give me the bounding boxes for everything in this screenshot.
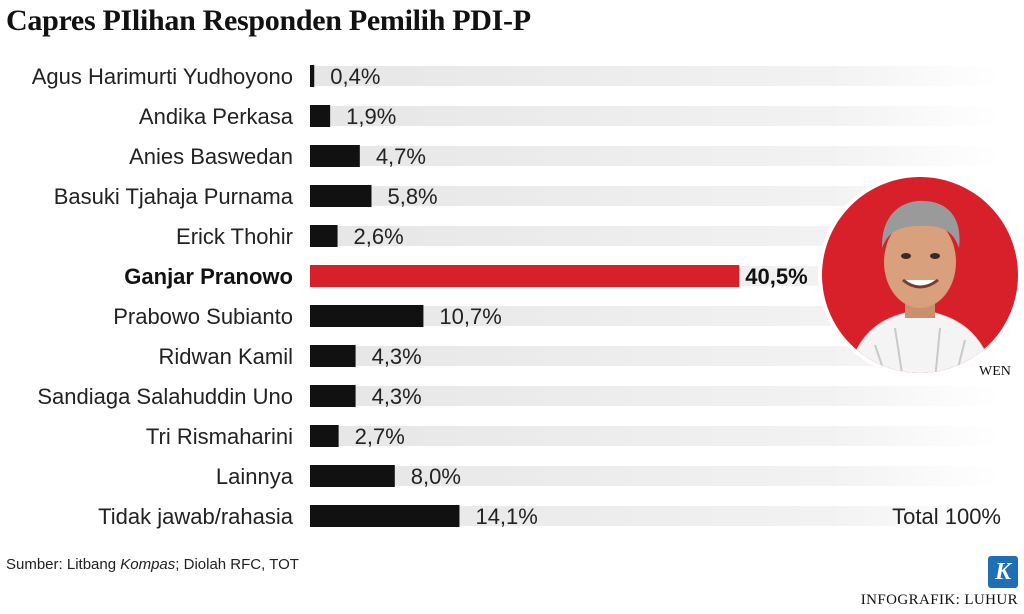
value-label: 40,5% xyxy=(745,264,807,289)
category-label: Anies Baswedan xyxy=(129,144,293,169)
value-label: 8,0% xyxy=(411,464,461,489)
kompas-logo-icon: K xyxy=(988,556,1018,588)
source-publication: Kompas xyxy=(120,556,176,573)
value-label: 4,7% xyxy=(376,144,426,169)
bar-highlight xyxy=(310,265,740,287)
bar-track xyxy=(310,386,1000,406)
category-label: Sandiaga Salahuddin Uno xyxy=(37,384,293,409)
category-label: Prabowo Subianto xyxy=(113,304,293,329)
bar xyxy=(310,345,356,367)
bar xyxy=(310,65,315,87)
bar-track xyxy=(310,146,1000,166)
value-label: 0,4% xyxy=(330,64,380,89)
category-label: Lainnya xyxy=(216,464,294,489)
bar xyxy=(310,385,356,407)
photo-credit: WEN xyxy=(979,364,1011,379)
bar xyxy=(310,505,460,527)
value-label: 2,7% xyxy=(355,424,405,449)
bar-track xyxy=(310,466,1000,486)
bar-track xyxy=(310,106,1000,126)
bar-track xyxy=(310,506,1000,526)
bar-track xyxy=(310,426,1000,446)
candidate-photo xyxy=(815,170,1024,380)
total-label: Total 100% xyxy=(892,504,1001,529)
category-label: Ridwan Kamil xyxy=(159,344,294,369)
bar-track xyxy=(310,186,1000,206)
bar-track xyxy=(310,66,1000,86)
value-label: 10,7% xyxy=(439,304,501,329)
source-note: Sumber: Litbang Kompas; Diolah RFC, TOT xyxy=(6,556,299,573)
category-label: Erick Thohir xyxy=(176,224,293,249)
bar xyxy=(310,105,331,127)
category-label: Andika Perkasa xyxy=(139,104,294,129)
value-label: 1,9% xyxy=(346,104,396,129)
bar-track xyxy=(310,346,1000,366)
chart-title: Capres PIlihan Responden Pemilih PDI-P xyxy=(6,4,531,37)
value-label: 5,8% xyxy=(387,184,437,209)
value-label: 2,6% xyxy=(354,224,404,249)
value-label: 14,1% xyxy=(475,504,537,529)
category-label: Tri Rismaharini xyxy=(146,424,293,449)
bar xyxy=(310,185,372,207)
category-label: Ganjar Pranowo xyxy=(124,264,293,289)
value-label: 4,3% xyxy=(372,384,422,409)
bar xyxy=(310,305,424,327)
value-label: 4,3% xyxy=(372,344,422,369)
category-label: Agus Harimurti Yudhoyono xyxy=(32,64,293,89)
category-label: Tidak jawab/rahasia xyxy=(98,504,294,529)
bar xyxy=(310,225,338,247)
category-label: Basuki Tjahaja Purnama xyxy=(54,184,294,209)
bar xyxy=(310,425,339,447)
bar xyxy=(310,465,395,487)
bar xyxy=(310,145,360,167)
infographic-credit: INFOGRAFIK: LUHUR xyxy=(860,592,1018,608)
